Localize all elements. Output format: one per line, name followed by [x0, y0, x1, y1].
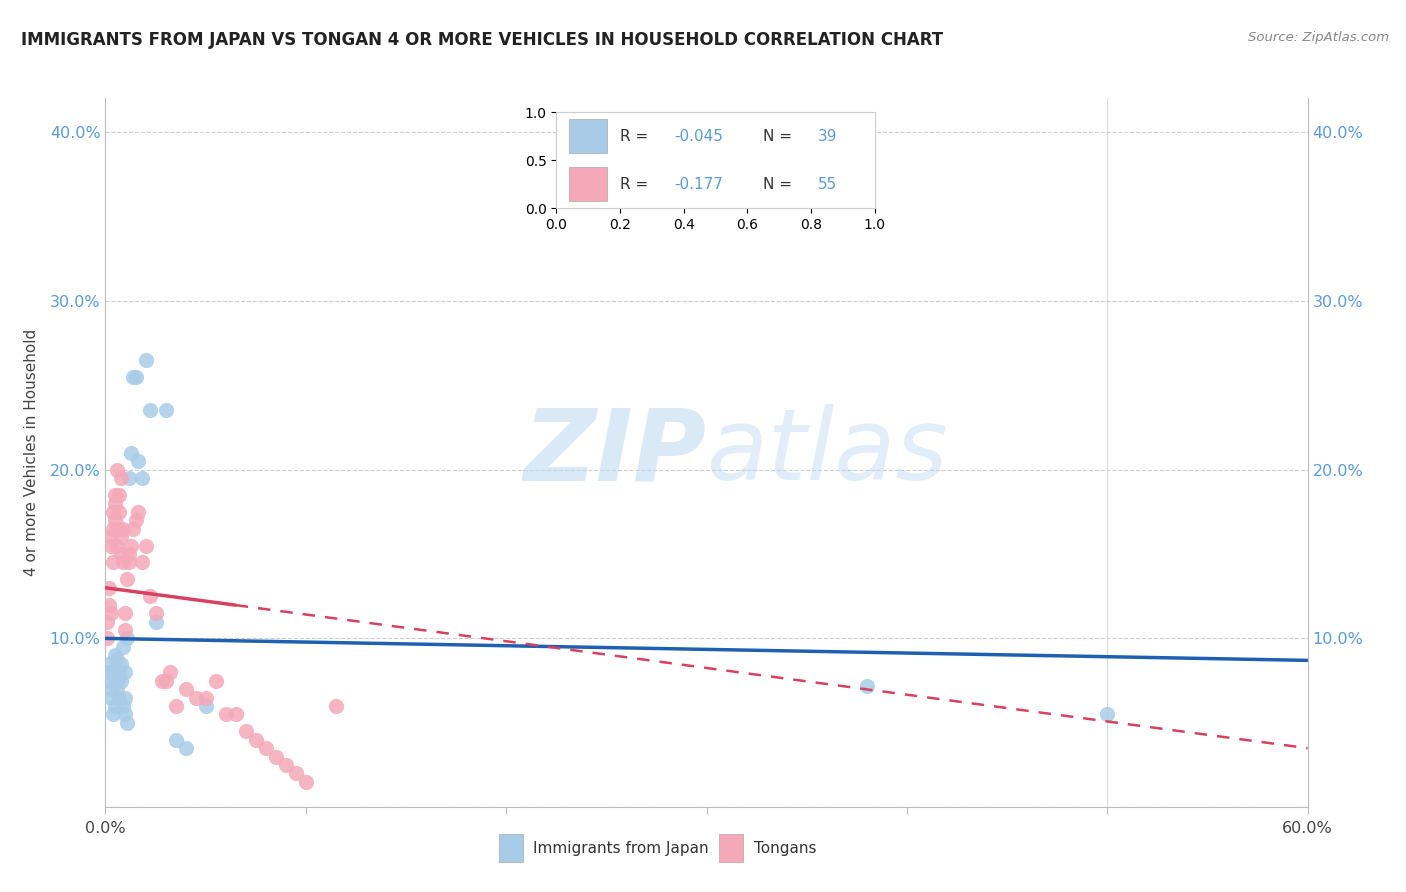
- Point: [103, 668, 125, 682]
- Point: [112, 698, 135, 713]
- Point: [1097, 707, 1119, 722]
- Point: [325, 698, 347, 713]
- Point: [855, 679, 877, 693]
- Point: [117, 715, 139, 730]
- Point: [108, 522, 131, 536]
- Point: [138, 403, 160, 417]
- Point: [165, 732, 187, 747]
- Point: [214, 707, 236, 722]
- Point: [131, 556, 153, 570]
- Point: [145, 606, 167, 620]
- Point: [98, 581, 121, 595]
- Point: [112, 522, 135, 536]
- Point: [104, 648, 127, 663]
- Point: [121, 539, 143, 553]
- Point: [204, 673, 226, 688]
- Point: [264, 749, 287, 764]
- Point: [108, 665, 131, 680]
- Point: [174, 741, 197, 756]
- Point: [194, 698, 217, 713]
- Point: [124, 369, 146, 384]
- Point: [100, 606, 122, 620]
- Point: [108, 488, 131, 502]
- Point: [98, 657, 121, 671]
- Point: [104, 513, 127, 527]
- Point: [117, 572, 139, 586]
- Point: [108, 505, 131, 519]
- Point: [225, 707, 247, 722]
- Point: [145, 615, 167, 629]
- Point: [104, 698, 127, 713]
- Point: [112, 556, 135, 570]
- Point: [254, 741, 277, 756]
- Point: [135, 352, 157, 367]
- Point: [122, 369, 145, 384]
- Point: [118, 471, 141, 485]
- Point: [103, 522, 125, 536]
- Point: [110, 657, 132, 671]
- Point: [110, 530, 132, 544]
- Point: [284, 766, 307, 780]
- Point: [96, 632, 118, 646]
- Point: [96, 615, 118, 629]
- Point: [155, 403, 177, 417]
- Point: [103, 505, 125, 519]
- Point: [96, 665, 118, 680]
- Point: [114, 707, 136, 722]
- Point: [121, 446, 143, 460]
- Point: [150, 673, 173, 688]
- Point: [98, 598, 121, 612]
- Point: [138, 589, 160, 603]
- Point: [103, 707, 125, 722]
- Point: [108, 690, 131, 705]
- Point: [100, 539, 122, 553]
- Point: [107, 673, 129, 688]
- Point: [110, 471, 132, 485]
- Point: [165, 698, 187, 713]
- Point: [114, 623, 136, 637]
- Point: [124, 513, 146, 527]
- Point: [127, 454, 149, 468]
- Point: [155, 673, 177, 688]
- Point: [104, 496, 127, 510]
- Point: [174, 681, 197, 696]
- Point: [107, 651, 129, 665]
- Point: [107, 681, 129, 696]
- Point: [110, 547, 132, 561]
- Text: IMMIGRANTS FROM JAPAN VS TONGAN 4 OR MORE VEHICLES IN HOUSEHOLD CORRELATION CHAR: IMMIGRANTS FROM JAPAN VS TONGAN 4 OR MOR…: [21, 31, 943, 49]
- Point: [104, 488, 127, 502]
- Point: [295, 775, 318, 789]
- Y-axis label: 4 or more Vehicles in Household: 4 or more Vehicles in Household: [24, 329, 38, 576]
- Point: [245, 732, 267, 747]
- Point: [114, 606, 136, 620]
- Point: [100, 530, 122, 544]
- Point: [122, 522, 145, 536]
- Point: [107, 522, 129, 536]
- Point: [107, 539, 129, 553]
- Point: [127, 505, 149, 519]
- Point: [104, 662, 127, 676]
- Point: [100, 681, 122, 696]
- Point: [184, 690, 207, 705]
- Point: [274, 758, 297, 772]
- Point: [118, 556, 141, 570]
- Point: [103, 556, 125, 570]
- Text: atlas: atlas: [707, 404, 948, 501]
- Point: [114, 665, 136, 680]
- Point: [110, 673, 132, 688]
- Point: [135, 539, 157, 553]
- Point: [159, 665, 181, 680]
- Point: [107, 462, 129, 476]
- Text: Source: ZipAtlas.com: Source: ZipAtlas.com: [1249, 31, 1389, 45]
- Point: [117, 632, 139, 646]
- Point: [100, 690, 122, 705]
- Point: [98, 673, 121, 688]
- Point: [235, 724, 257, 739]
- Point: [114, 690, 136, 705]
- Point: [194, 690, 217, 705]
- Point: [112, 640, 135, 654]
- Text: ZIP: ZIP: [523, 404, 707, 501]
- Point: [118, 547, 141, 561]
- Point: [131, 471, 153, 485]
